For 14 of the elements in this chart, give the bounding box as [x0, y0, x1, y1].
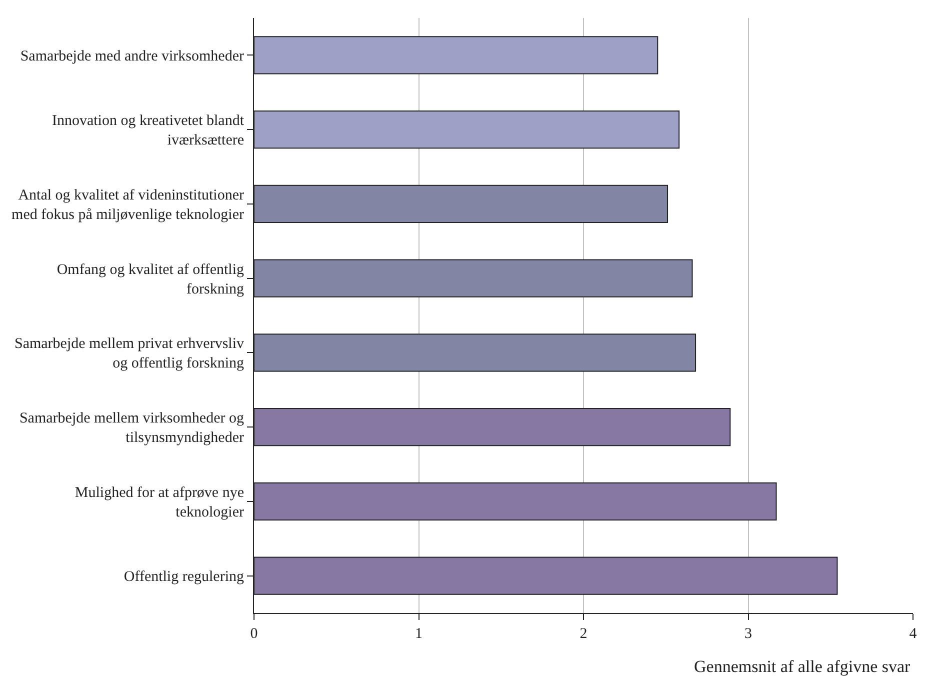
y-tick-label: Innovation og kreativetet blandt iværksættere — [52, 113, 245, 149]
x-tick-label: 4 — [909, 626, 918, 642]
y-tick-label: Samarbejde mellem privat erhvervsliv og offentlig forskning — [14, 336, 244, 372]
x-tick-label: 2 — [580, 626, 588, 642]
x-axis-title: Gennemsnit af alle afgivne svar — [694, 657, 911, 676]
y-tick-label: Mulighed for at afprøve nye teknologier — [74, 484, 244, 520]
x-tick-label: 1 — [415, 626, 422, 642]
y-tick-label: Omfang og kvalitet af offentlig forskning — [56, 262, 244, 298]
x-tick-label: 3 — [744, 626, 752, 642]
y-tick-label: Offentlig regulering — [124, 569, 244, 586]
y-tick-label: Antal og kvalitet af videninstitutioner med fokus på miljøvenlige teknologier — [12, 187, 244, 223]
y-tick-label: Samarbejde med andre virksomheder — [20, 48, 244, 64]
x-tick-label: 0 — [250, 626, 258, 642]
y-tick-label: Samarbejde mellem virksomheder og tilsynsmyndigheder — [19, 410, 244, 446]
